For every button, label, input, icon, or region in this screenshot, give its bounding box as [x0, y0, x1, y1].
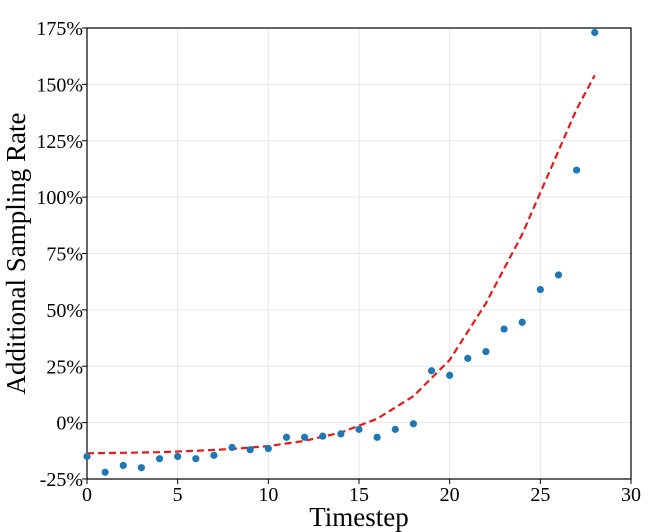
- y-tick-label: 0%: [56, 413, 83, 435]
- y-tick-label: -25%: [40, 469, 83, 491]
- data-point: [518, 318, 526, 326]
- data-point: [591, 28, 599, 37]
- grid-lines: [86, 27, 632, 480]
- y-axis: -25% 0% 25% 50% 75% 100% 125% 150% 175%: [36, 18, 87, 491]
- data-point: [282, 433, 291, 441]
- data-point: [373, 433, 381, 441]
- x-tick-label: 25: [530, 484, 550, 506]
- y-tick-label: 125%: [36, 131, 83, 153]
- data-point: [482, 347, 490, 356]
- data-point: [101, 468, 109, 476]
- y-axis-label: Additional Sampling Rate: [1, 113, 31, 395]
- x-axis-label: Timestep: [309, 502, 409, 532]
- y-tick-label: 75%: [46, 244, 83, 266]
- data-point: [409, 420, 417, 428]
- x-tick-label: 10: [258, 484, 278, 506]
- data-point: [554, 271, 563, 279]
- data-point: [301, 433, 309, 441]
- data-point: [446, 371, 454, 379]
- data-point: [174, 452, 182, 461]
- data-point: [119, 461, 127, 470]
- data-points: [83, 28, 599, 476]
- data-point: [155, 455, 164, 463]
- data-point: [192, 455, 200, 463]
- y-tick-label: 100%: [36, 187, 83, 209]
- data-point: [427, 367, 436, 375]
- data-point: [246, 446, 254, 454]
- x-tick-label: 20: [440, 484, 460, 506]
- data-point: [137, 464, 145, 472]
- y-tick-label: 150%: [36, 74, 83, 96]
- data-point: [228, 443, 236, 452]
- fit-curve-line: [86, 74, 596, 455]
- data-point: [319, 432, 327, 440]
- x-tick-label: 0: [82, 484, 92, 506]
- y-tick-label: 25%: [46, 356, 83, 378]
- x-tick-label: 5: [173, 484, 183, 506]
- data-point: [210, 451, 218, 459]
- x-axis: 0 5 10 15 20 25 30: [82, 479, 641, 506]
- data-point: [264, 444, 272, 453]
- data-point: [573, 166, 581, 174]
- y-tick-label: 50%: [46, 300, 83, 322]
- data-point: [464, 354, 472, 362]
- x-tick-label: 15: [349, 484, 369, 506]
- y-tick-label: 175%: [36, 18, 83, 40]
- data-point: [337, 430, 345, 438]
- data-point: [355, 425, 363, 433]
- data-point: [83, 452, 91, 461]
- data-point: [500, 325, 508, 333]
- fit-curve: [86, 74, 596, 455]
- data-point: [536, 285, 544, 294]
- data-point: [391, 425, 399, 433]
- x-tick-label: 30: [621, 484, 641, 506]
